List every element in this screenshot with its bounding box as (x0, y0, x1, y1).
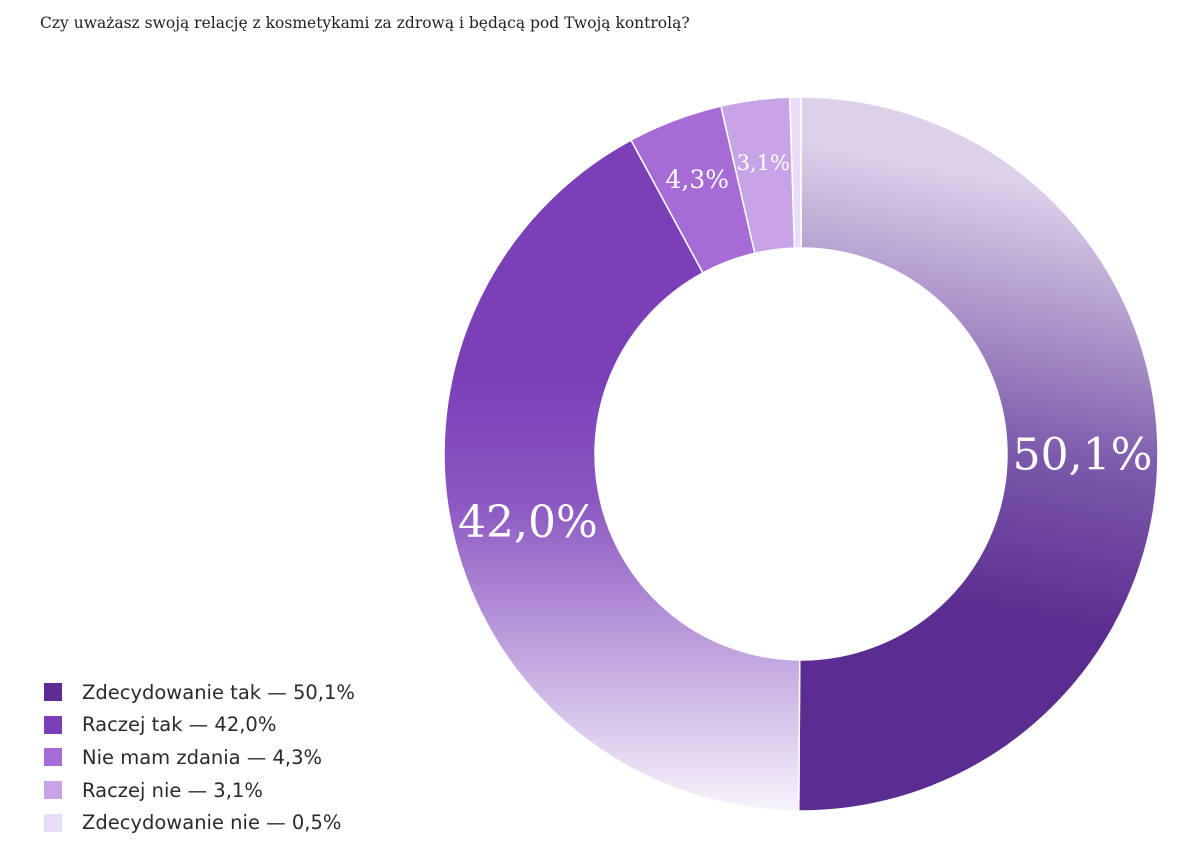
slice-zdecydowanie-nie (789, 96, 802, 249)
legend-item-zdecydowanie-tak: Zdecydowanie tak — 50,1% (44, 676, 355, 709)
slice-raczej-tak (443, 139, 801, 812)
legend-swatch (44, 781, 62, 800)
legend-swatch (44, 813, 62, 832)
legend-label: Zdecydowanie nie — 0,5% (82, 811, 342, 835)
legend-label: Zdecydowanie tak — 50,1% (82, 680, 355, 704)
chart-title: Czy uważasz swoją relację z kosmetykami … (40, 14, 690, 32)
legend-label: Raczej nie — 3,1% (82, 778, 263, 802)
legend-label: Nie mam zdania — 4,3% (82, 745, 323, 769)
legend-swatch (44, 715, 62, 734)
legend-item-raczej-tak: Raczej tak — 42,0% (44, 709, 355, 742)
legend-item-zdecydowanie-nie: Zdecydowanie nie — 0,5% (44, 806, 355, 839)
legend-swatch (44, 683, 62, 702)
legend-item-nie-mam-zdania: Nie mam zdania — 4,3% (44, 741, 355, 774)
chart-legend: Zdecydowanie tak — 50,1% Raczej tak — 42,… (44, 676, 355, 839)
data-label-raczej-nie: 3,1% (737, 151, 790, 175)
legend-label: Raczej tak — 42,0% (82, 713, 277, 737)
data-label-zdecydowanie-tak: 50,1% (1013, 429, 1153, 480)
data-label-raczej-tak: 42,0% (458, 497, 598, 548)
data-label-nie-mam-zdania: 4,3% (665, 165, 729, 194)
slice-zdecydowanie-tak (798, 96, 1159, 812)
legend-item-raczej-nie: Raczej nie — 3,1% (44, 774, 355, 807)
legend-swatch (44, 748, 62, 767)
